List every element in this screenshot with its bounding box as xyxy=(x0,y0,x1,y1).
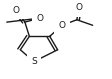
Text: S: S xyxy=(31,57,36,66)
Text: O: O xyxy=(75,3,82,12)
Text: O: O xyxy=(58,21,65,30)
Text: O: O xyxy=(12,6,19,15)
Text: O: O xyxy=(36,14,43,23)
